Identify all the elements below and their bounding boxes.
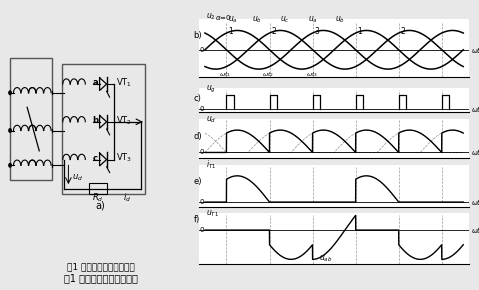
Text: $u_b$: $u_b$: [252, 15, 262, 25]
Text: 图1 三相半波可控整流电路: 图1 三相半波可控整流电路: [64, 273, 137, 283]
Circle shape: [9, 91, 11, 95]
Text: $u_2$: $u_2$: [206, 11, 216, 22]
Text: a: a: [92, 78, 98, 87]
Circle shape: [9, 164, 11, 167]
Circle shape: [9, 129, 11, 132]
Text: f): f): [194, 215, 200, 224]
Text: 0: 0: [199, 47, 204, 53]
Text: $u_{T1}$: $u_{T1}$: [206, 208, 219, 219]
Text: $\omega t$: $\omega t$: [471, 197, 479, 207]
Text: $\omega t_2$: $\omega t_2$: [262, 70, 274, 79]
Text: 0: 0: [199, 106, 204, 112]
Text: $u_d$: $u_d$: [72, 173, 83, 183]
Bar: [62, 64, 145, 194]
Text: d): d): [194, 132, 202, 141]
Text: 2: 2: [272, 27, 276, 36]
Text: 图1 三相半波可控整流电路: 图1 三相半波可控整流电路: [67, 262, 135, 271]
Text: $\omega t$: $\omega t$: [471, 225, 479, 235]
Text: 0: 0: [199, 227, 204, 233]
Text: VT$_3$: VT$_3$: [115, 152, 132, 164]
Text: $i_{T1}$: $i_{T1}$: [206, 159, 216, 171]
Text: $R_d$: $R_d$: [92, 191, 103, 204]
Text: $\omega t_3$: $\omega t_3$: [306, 70, 318, 79]
Text: 1: 1: [228, 27, 233, 36]
Text: $u_a$: $u_a$: [308, 15, 318, 25]
Text: a): a): [96, 201, 105, 211]
Text: $\omega t$: $\omega t$: [471, 104, 479, 114]
Text: $u_c$: $u_c$: [280, 15, 290, 25]
Text: b): b): [194, 31, 202, 40]
Text: 3: 3: [315, 27, 319, 36]
Text: $i_d$: $i_d$: [123, 191, 131, 204]
Text: VT$_1$: VT$_1$: [115, 76, 132, 89]
Text: $\alpha\!=\!0$: $\alpha\!=\!0$: [215, 13, 232, 22]
Text: 2: 2: [401, 27, 406, 36]
Text: 0: 0: [199, 199, 204, 205]
Text: $u_d$: $u_d$: [206, 114, 216, 125]
Text: $u_{ab}$: $u_{ab}$: [319, 253, 332, 264]
Text: $\omega t$: $\omega t$: [471, 147, 479, 157]
Bar: [89, 183, 107, 194]
Text: $u_a$: $u_a$: [228, 15, 237, 25]
Text: c): c): [194, 94, 202, 103]
Text: 1: 1: [358, 27, 363, 36]
Text: b: b: [92, 116, 99, 125]
Text: e): e): [194, 177, 202, 186]
Bar: [10, 58, 52, 180]
Text: $u_g$: $u_g$: [206, 84, 216, 95]
Text: $u_b$: $u_b$: [335, 15, 345, 25]
Text: c: c: [92, 153, 98, 163]
Text: $\omega t$: $\omega t$: [471, 45, 479, 55]
Text: 0: 0: [199, 149, 204, 155]
Text: VT$_2$: VT$_2$: [115, 114, 132, 127]
Text: $\omega t_1$: $\omega t_1$: [219, 70, 231, 79]
